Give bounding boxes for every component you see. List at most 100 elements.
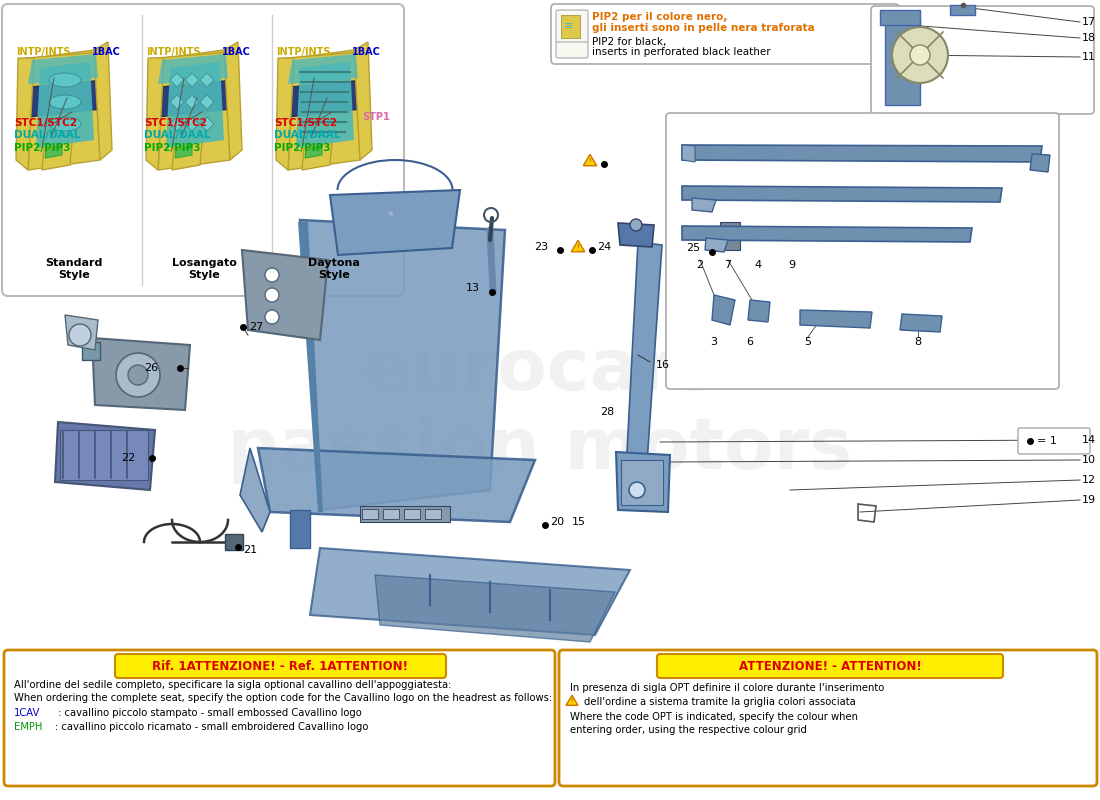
Polygon shape	[278, 80, 370, 118]
Text: 16: 16	[656, 360, 670, 370]
Text: 3: 3	[711, 337, 717, 347]
Text: 1BAC: 1BAC	[222, 47, 251, 57]
Polygon shape	[682, 226, 972, 242]
Text: Standard
Style: Standard Style	[45, 258, 102, 280]
Text: PIP2 for black,: PIP2 for black,	[592, 37, 667, 47]
Text: 17: 17	[1082, 17, 1096, 27]
Text: In presenza di sigla OPT definire il colore durante l'inserimento: In presenza di sigla OPT definire il col…	[570, 683, 884, 693]
Polygon shape	[682, 145, 695, 162]
Text: 26: 26	[144, 363, 158, 373]
Text: inserts in perforated black leather: inserts in perforated black leather	[592, 47, 771, 57]
Circle shape	[265, 268, 279, 282]
Text: 22: 22	[121, 453, 135, 463]
Polygon shape	[561, 15, 580, 38]
Polygon shape	[718, 215, 745, 258]
Circle shape	[116, 353, 160, 397]
Polygon shape	[682, 186, 1002, 202]
Text: When ordering the complete seat, specify the option code for the Cavallino logo : When ordering the complete seat, specify…	[14, 693, 552, 703]
Text: DUAL/DAAL: DUAL/DAAL	[274, 130, 340, 140]
Polygon shape	[298, 222, 323, 512]
Text: 28: 28	[600, 407, 614, 417]
Polygon shape	[258, 448, 535, 522]
Polygon shape	[583, 154, 596, 166]
Polygon shape	[242, 250, 328, 340]
Polygon shape	[65, 315, 98, 350]
Circle shape	[629, 482, 645, 498]
Text: 23: 23	[534, 242, 548, 252]
FancyBboxPatch shape	[116, 654, 446, 678]
Circle shape	[265, 288, 279, 302]
Polygon shape	[566, 695, 578, 706]
Polygon shape	[712, 295, 735, 325]
Polygon shape	[158, 50, 230, 170]
Polygon shape	[288, 54, 358, 84]
FancyBboxPatch shape	[559, 650, 1097, 786]
Polygon shape	[170, 73, 184, 87]
Text: : cavallino piccolo stampato - small embossed Cavallino logo: : cavallino piccolo stampato - small emb…	[55, 708, 362, 718]
Polygon shape	[692, 198, 716, 212]
Text: PIP2 per il colore nero,: PIP2 per il colore nero,	[592, 12, 727, 22]
Text: : cavallino piccolo ricamato - small embroidered Cavallino logo: : cavallino piccolo ricamato - small emb…	[55, 722, 369, 732]
Text: •: •	[385, 206, 395, 224]
Polygon shape	[16, 58, 34, 170]
Polygon shape	[28, 50, 100, 170]
Bar	[226, 534, 243, 550]
Text: PIP2/PIP3: PIP2/PIP3	[144, 143, 200, 153]
Text: STP1: STP1	[362, 112, 389, 122]
Circle shape	[910, 45, 930, 65]
FancyBboxPatch shape	[871, 6, 1094, 114]
Polygon shape	[571, 240, 585, 252]
Polygon shape	[282, 52, 366, 88]
Bar	[425, 509, 441, 519]
Text: 21: 21	[243, 545, 257, 555]
Text: 7: 7	[725, 260, 732, 270]
Text: PIP2/PIP3: PIP2/PIP3	[14, 143, 70, 153]
FancyBboxPatch shape	[551, 4, 899, 64]
Circle shape	[69, 324, 91, 346]
Text: 6: 6	[747, 337, 754, 347]
Polygon shape	[152, 52, 236, 88]
Polygon shape	[82, 342, 100, 360]
Circle shape	[128, 365, 148, 385]
Bar	[720, 222, 740, 250]
Polygon shape	[170, 95, 184, 109]
FancyBboxPatch shape	[666, 113, 1059, 389]
Text: 24: 24	[597, 242, 612, 252]
Polygon shape	[92, 338, 190, 410]
Text: gli inserti sono in pelle nera traforata: gli inserti sono in pelle nera traforata	[592, 23, 815, 33]
Polygon shape	[288, 50, 360, 170]
Polygon shape	[682, 145, 1042, 162]
Text: 11: 11	[1082, 52, 1096, 62]
Text: INTP/INTS: INTP/INTS	[146, 47, 200, 57]
Text: 25: 25	[686, 243, 700, 253]
Polygon shape	[705, 238, 728, 252]
Text: DUAL/DAAL: DUAL/DAAL	[14, 130, 80, 140]
Polygon shape	[200, 73, 214, 87]
Text: dell'ordine a sistema tramite la griglia colori associata: dell'ordine a sistema tramite la griglia…	[584, 697, 856, 707]
Polygon shape	[55, 422, 155, 490]
Circle shape	[265, 310, 279, 324]
Polygon shape	[625, 242, 662, 492]
Bar	[362, 509, 378, 519]
Polygon shape	[310, 548, 630, 635]
Text: INTP/INTS: INTP/INTS	[276, 47, 330, 57]
Polygon shape	[886, 20, 920, 105]
Polygon shape	[22, 52, 106, 88]
Text: STC1/STC2: STC1/STC2	[274, 118, 337, 128]
Polygon shape	[94, 42, 112, 160]
Polygon shape	[305, 145, 322, 158]
Polygon shape	[224, 42, 242, 160]
Polygon shape	[200, 117, 214, 131]
Text: 10: 10	[1082, 455, 1096, 465]
Polygon shape	[185, 117, 199, 131]
Polygon shape	[185, 95, 199, 109]
Polygon shape	[300, 220, 505, 510]
Polygon shape	[616, 452, 670, 512]
Text: eurocars
passion motors: eurocars passion motors	[228, 336, 852, 484]
Polygon shape	[45, 145, 62, 158]
Text: Losangato
Style: Losangato Style	[172, 258, 236, 280]
Ellipse shape	[50, 73, 81, 87]
Text: 4: 4	[755, 260, 761, 270]
Circle shape	[630, 219, 642, 231]
Polygon shape	[148, 80, 240, 118]
